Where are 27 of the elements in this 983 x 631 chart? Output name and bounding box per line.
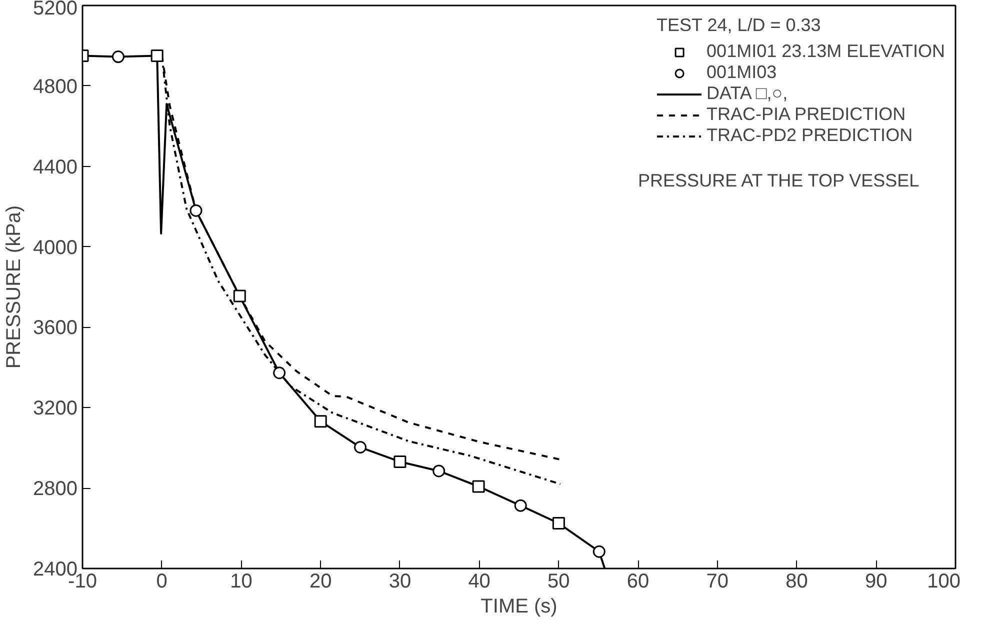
legend-label: DATA □,○, bbox=[706, 83, 788, 104]
y-tick-label: 5200 bbox=[33, 0, 78, 20]
y-tick-label: 4800 bbox=[33, 76, 78, 98]
legend-label: 001MI03 bbox=[706, 62, 777, 83]
x-axis-title: TIME (s) bbox=[480, 596, 558, 618]
legend-label: TRAC-PIA PREDICTION bbox=[706, 104, 906, 125]
x-tick-label: 90 bbox=[865, 570, 888, 592]
x-tick-label: 50 bbox=[548, 570, 570, 592]
legend-title: TEST 24, L/D = 0.33 bbox=[656, 15, 822, 36]
x-tick-label: 60 bbox=[626, 570, 650, 592]
x-tick-label: 40 bbox=[468, 570, 490, 592]
x-tick-label: 100 bbox=[927, 570, 961, 592]
legend-label: TRAC-PD2 PREDICTION bbox=[706, 125, 913, 146]
legend-label: 001MI01 23.13M ELEVATION bbox=[706, 41, 945, 62]
y-axis-title: PRESSURE (kPa) bbox=[3, 205, 26, 369]
x-tick-label: 20 bbox=[309, 570, 332, 592]
x-tick-label: 70 bbox=[706, 570, 729, 592]
y-tick-label: 4000 bbox=[33, 236, 78, 259]
x-tick-label: 0 bbox=[156, 570, 168, 592]
x-tick-label: 80 bbox=[786, 570, 808, 592]
y-tick-label: 3600 bbox=[33, 317, 78, 340]
x-tick-label: 30 bbox=[388, 570, 412, 592]
annotation: PRESSURE AT THE TOP VESSEL bbox=[638, 170, 920, 190]
y-tick-label: 4400 bbox=[33, 156, 78, 178]
y-tick-label: 3200 bbox=[33, 398, 78, 420]
y-tick-label: 2800 bbox=[33, 478, 78, 500]
x-tick-label: 10 bbox=[230, 570, 252, 592]
